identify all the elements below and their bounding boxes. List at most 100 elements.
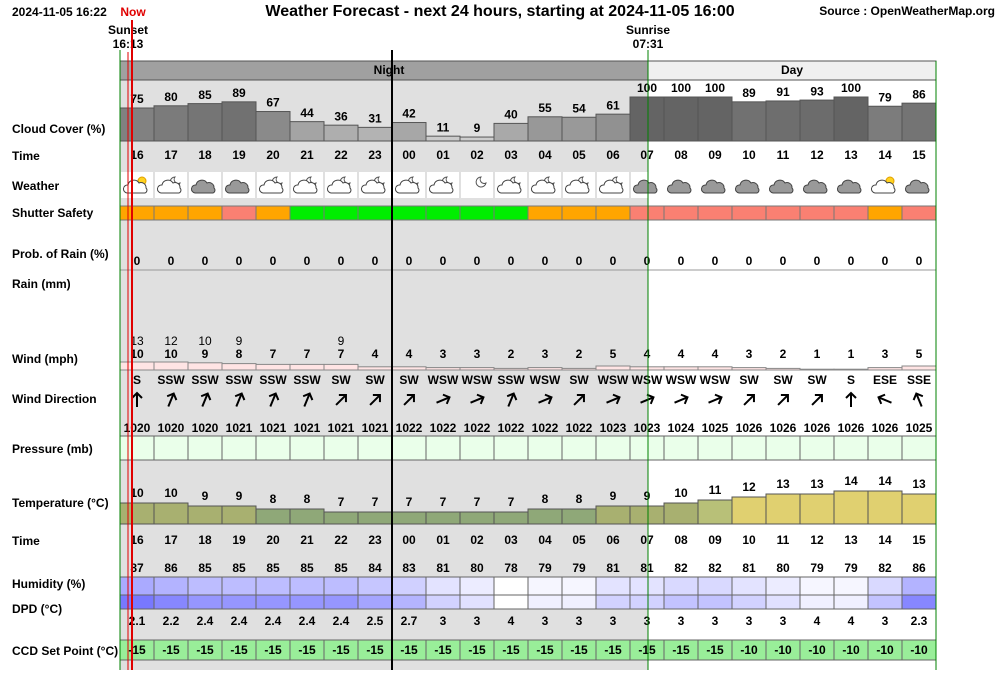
sunset-label: Sunset: [108, 23, 148, 37]
pressure-value: 1026: [736, 421, 763, 435]
humidity-cell: [221, 576, 257, 596]
time-label: 04: [538, 148, 552, 162]
wind-value: 1: [848, 347, 855, 361]
gust-value: 13: [130, 334, 144, 348]
wind-arrow: [811, 394, 823, 406]
cloud-value: 75: [130, 92, 144, 106]
cloud-value: 54: [572, 101, 586, 115]
row-label: Cloud Cover (%): [12, 122, 105, 136]
shutter-cell: [459, 205, 495, 221]
rain-prob: 0: [338, 254, 345, 268]
wind-arrow: [506, 392, 518, 407]
wind-value: 4: [678, 347, 685, 361]
dpd-value: 2.4: [299, 614, 316, 628]
row-label: Wind Direction: [12, 392, 97, 406]
wind-arrow: [369, 394, 381, 406]
ccd-value: -10: [876, 643, 894, 657]
wind-direction: SW: [331, 373, 351, 387]
temperature-bar: [833, 490, 869, 525]
wind-bar: [119, 361, 155, 371]
wind-arrow: [302, 392, 314, 407]
humidity-cell: [459, 594, 495, 610]
dpd-value: 4: [848, 614, 855, 628]
temperature-value: 7: [406, 495, 413, 509]
dpd-value: 3: [678, 614, 685, 628]
cloud-value: 40: [504, 108, 518, 122]
wind-bar: [459, 367, 495, 371]
rain-prob: 0: [508, 254, 515, 268]
time-label: 15: [912, 148, 926, 162]
time-label: 17: [164, 148, 178, 162]
wind-value: 7: [304, 347, 311, 361]
shutter-cell: [153, 205, 189, 221]
humidity-cell: [119, 576, 155, 596]
cloud-icon: [837, 179, 862, 194]
cloud-value: 31: [368, 112, 382, 126]
pressure-value: 1020: [124, 421, 151, 435]
shutter-cell: [629, 205, 665, 221]
humidity-value: 82: [674, 561, 688, 575]
gust-value: 9: [338, 334, 345, 348]
humidity-value: 81: [640, 561, 654, 575]
ccd-value: -15: [570, 643, 588, 657]
time-label: 07: [640, 148, 654, 162]
dpd-value: 2.4: [197, 614, 214, 628]
wind-value: 8: [236, 347, 243, 361]
cloud-icon: [157, 179, 182, 194]
shutter-cell: [255, 205, 291, 221]
temperature-bar: [799, 493, 835, 525]
rain-prob: 0: [134, 254, 141, 268]
gust-value: 12: [164, 334, 178, 348]
rain-prob: 0: [848, 254, 855, 268]
wind-arrow: [606, 393, 621, 405]
wind-arrow: [573, 394, 585, 406]
humidity-cell: [867, 594, 903, 610]
cloud-value: 91: [776, 85, 790, 99]
wind-value: 4: [712, 347, 719, 361]
time-label: 17: [164, 533, 178, 547]
time-label: 21: [300, 533, 314, 547]
cloud-value: 100: [705, 81, 725, 95]
shutter-cell: [527, 205, 563, 221]
rain-prob: 0: [304, 254, 311, 268]
wind-direction: SW: [365, 373, 385, 387]
dpd-value: 2.3: [911, 614, 928, 628]
humidity-value: 79: [538, 561, 552, 575]
humidity-value: 81: [436, 561, 450, 575]
wind-bar: [595, 365, 631, 371]
humidity-cell: [391, 576, 427, 596]
row-label: Humidity (%): [12, 577, 85, 591]
cloud-bar: [833, 96, 869, 142]
ccd-value: -15: [230, 643, 248, 657]
row-label: Time: [12, 534, 40, 548]
cloud-icon: [701, 179, 726, 194]
pressure-cell: [153, 435, 189, 461]
temperature-bar: [187, 505, 223, 525]
wind-value: 5: [610, 347, 617, 361]
pressure-value: 1020: [192, 421, 219, 435]
time-label: 18: [198, 148, 212, 162]
ccd-value: -15: [366, 643, 384, 657]
time-label: 06: [606, 533, 620, 547]
temperature-bar: [425, 511, 461, 525]
rain-prob: 0: [712, 254, 719, 268]
ccd-value: -10: [842, 643, 860, 657]
humidity-value: 79: [572, 561, 586, 575]
temperature-value: 8: [576, 492, 583, 506]
temperature-value: 7: [440, 495, 447, 509]
humidity-value: 80: [776, 561, 790, 575]
cloud-bar: [527, 116, 563, 142]
rain-prob: 0: [746, 254, 753, 268]
cloud-value: 55: [538, 101, 552, 115]
pressure-value: 1023: [600, 421, 627, 435]
wind-bar: [765, 367, 801, 371]
temperature-bar: [765, 493, 801, 525]
shutter-cell: [425, 205, 461, 221]
humidity-cell: [357, 594, 393, 610]
time-label: 06: [606, 148, 620, 162]
wind-value: 3: [882, 347, 889, 361]
time-label: 12: [810, 148, 824, 162]
cloud-bar: [153, 105, 189, 142]
temperature-bar: [119, 502, 155, 525]
